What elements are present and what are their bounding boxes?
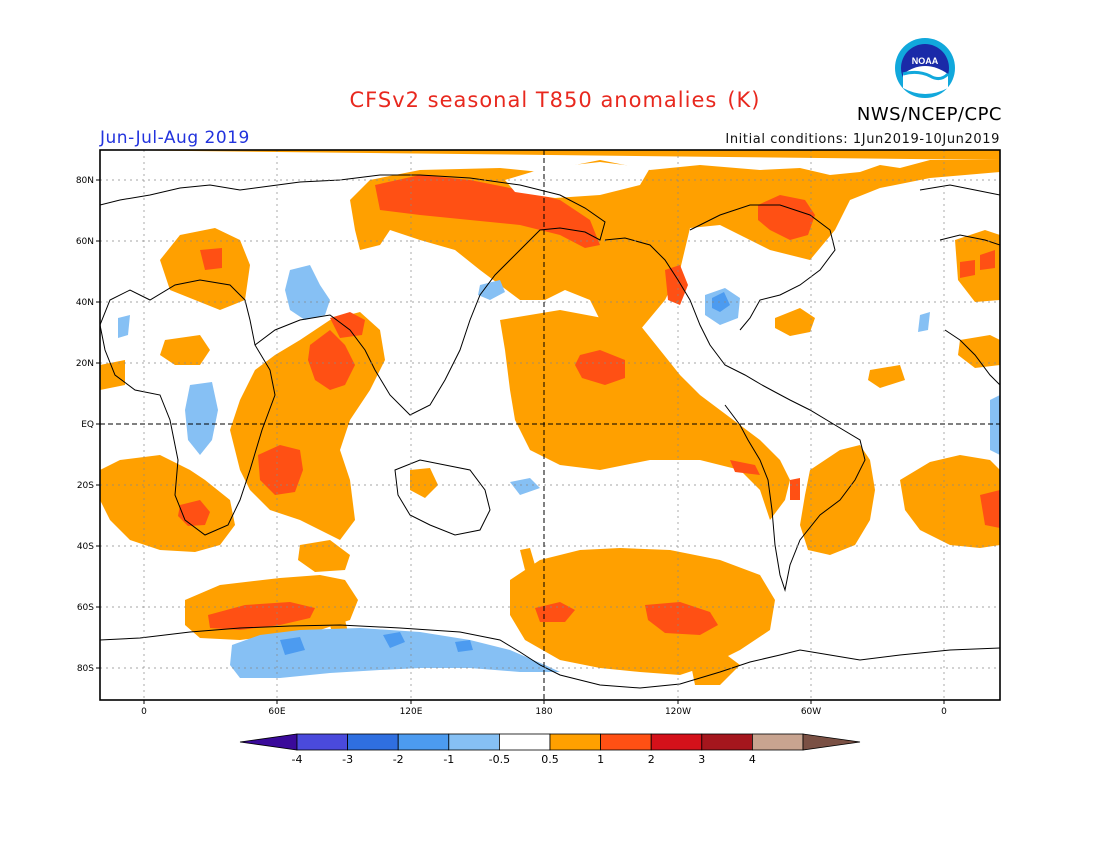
lat-label: 40S bbox=[77, 542, 94, 552]
title-unit: (K) bbox=[727, 88, 761, 112]
agency-label: NWS/NCEP/CPC bbox=[856, 104, 1002, 125]
colorbar-tick-label: -1 bbox=[443, 753, 454, 766]
colorbar-tick-label: 0.5 bbox=[541, 753, 559, 766]
longitude-axis: 0 60E 120E 180 120W 60W 0 bbox=[141, 707, 947, 717]
initial-conditions-label: Initial conditions: 1Jun2019-10Jun2019 bbox=[725, 132, 1000, 147]
anomaly-shading bbox=[100, 150, 1000, 685]
lat-label: 80S bbox=[77, 664, 94, 674]
colorbar: -4 -3 -2 -1 -0.5 0.5 1 2 3 4 bbox=[239, 733, 861, 766]
lat-label: 20N bbox=[76, 359, 94, 369]
colorbar-tick-label: 4 bbox=[749, 753, 756, 766]
colorbar-swatch bbox=[347, 733, 399, 751]
season-label: Jun-Jul-Aug 2019 bbox=[100, 128, 250, 148]
lat-label: 80N bbox=[76, 176, 94, 186]
colorbar-tick-label: -2 bbox=[393, 753, 404, 766]
lat-label: 20S bbox=[77, 481, 94, 491]
lon-label: 120E bbox=[400, 707, 423, 717]
title-main: CFSv2 seasonal T850 anomalies bbox=[349, 88, 718, 112]
colorbar-swatch bbox=[296, 733, 348, 751]
colorbar-tick-label: -3 bbox=[342, 753, 353, 766]
colorbar-swatch bbox=[397, 733, 450, 751]
lat-label: 60S bbox=[77, 603, 94, 613]
colorbar-tick-label: 1 bbox=[597, 753, 604, 766]
lat-ticks bbox=[96, 179, 945, 704]
colorbar-tick-label: 2 bbox=[648, 753, 655, 766]
colorbar-swatch bbox=[600, 733, 652, 751]
lat-label: 60N bbox=[76, 237, 94, 247]
lon-label: 0 bbox=[941, 707, 947, 717]
colorbar-swatch bbox=[650, 733, 703, 751]
colorbar-swatch bbox=[549, 733, 601, 751]
lon-label: 0 bbox=[141, 707, 147, 717]
colorbar-tick-label: 3 bbox=[698, 753, 705, 766]
colorbar-swatch bbox=[752, 733, 804, 751]
colorbar-swatch bbox=[448, 733, 500, 751]
colorbar-swatch bbox=[701, 733, 753, 751]
colorbar-swatch bbox=[498, 733, 551, 751]
lat-label: EQ bbox=[81, 420, 94, 430]
colorbar-tick-label: -4 bbox=[292, 753, 303, 766]
lon-label: 60W bbox=[801, 707, 821, 717]
colorbar-tick-label: -0.5 bbox=[489, 753, 510, 766]
lon-label: 60E bbox=[268, 707, 285, 717]
colorbar-swatch bbox=[239, 733, 298, 751]
noaa-logo: NOAA bbox=[895, 38, 955, 98]
map-frame bbox=[99, 149, 1001, 701]
logo-text: NOAA bbox=[912, 56, 939, 66]
lon-label: 120W bbox=[665, 707, 691, 717]
lat-label: 40N bbox=[76, 298, 94, 308]
graticule bbox=[100, 150, 1000, 700]
coastlines bbox=[100, 174, 1000, 689]
colorbar-swatch bbox=[802, 733, 861, 751]
latitude-axis: 80N 60N 40N 20N EQ 20S 40S 60S 80S bbox=[76, 176, 94, 674]
reference-lines bbox=[100, 150, 1000, 700]
lon-label: 180 bbox=[535, 707, 552, 717]
map-title: CFSv2 seasonal T850 anomalies (K) bbox=[0, 88, 1100, 112]
